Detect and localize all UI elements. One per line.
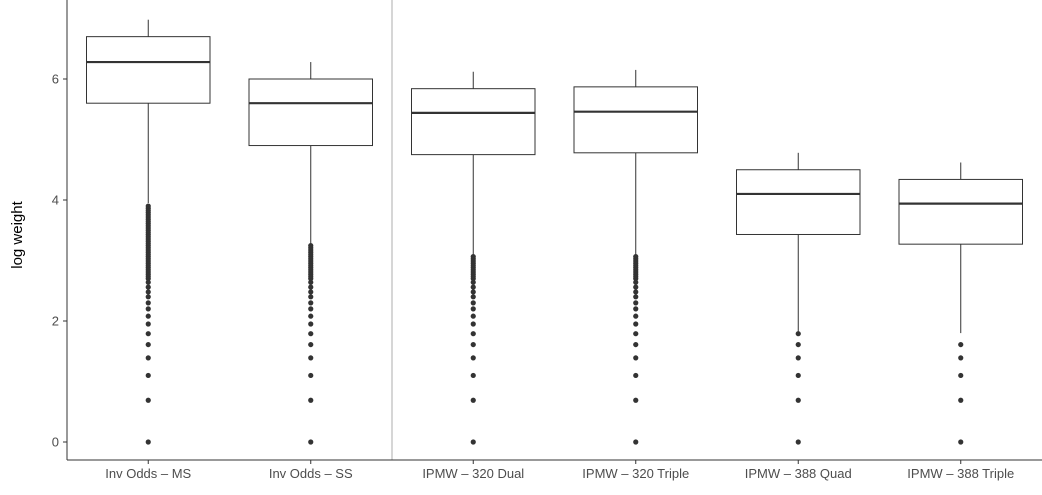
- outlier-point: [308, 355, 314, 361]
- outlier-point: [633, 284, 639, 290]
- outlier-point: [633, 341, 639, 348]
- outlier-point: [795, 397, 801, 403]
- outlier-point: [470, 313, 476, 319]
- outlier-point: [470, 372, 476, 379]
- plot-marks: 0 2 4 6 Inv Odds – MS Inv Odds – SS IPMW – 320…: [52, 0, 1042, 481]
- outlier-point: [308, 439, 314, 445]
- outlier-point: [145, 331, 151, 337]
- x-tick-label: IPMW – 388 Triple: [907, 466, 1014, 481]
- outlier-point: [145, 372, 151, 379]
- outlier-point: [633, 439, 639, 445]
- outlier-point: [633, 321, 639, 327]
- outlier-point: [308, 294, 314, 300]
- outlier-point: [145, 294, 151, 300]
- outlier-point: [145, 341, 151, 348]
- x-tick-label: Inv Odds – SS: [269, 466, 353, 481]
- outlier-point: [633, 331, 639, 337]
- outlier-point: [633, 372, 639, 379]
- outlier-point: [633, 300, 639, 306]
- box-iqr: [736, 169, 861, 235]
- outlier-point: [470, 331, 476, 337]
- box-iqr: [573, 86, 698, 154]
- outlier-point: [145, 321, 151, 327]
- box-iqr: [898, 178, 1023, 245]
- outlier-point: [470, 284, 476, 290]
- outlier-point: [795, 372, 801, 379]
- box-iqr: [248, 78, 373, 147]
- outlier-point: [633, 289, 639, 295]
- x-tick-label: IPMW – 388 Quad: [745, 466, 852, 481]
- outlier-point: [308, 279, 314, 285]
- outlier-point: [145, 300, 151, 306]
- outlier-point: [145, 284, 151, 290]
- outlier-point: [308, 372, 314, 379]
- outlier-point: [145, 289, 151, 295]
- outlier-point: [470, 289, 476, 295]
- outlier-point: [145, 313, 151, 319]
- outlier-point: [795, 439, 801, 445]
- outlier-point: [145, 355, 151, 361]
- x-tick-label: IPMW – 320 Triple: [582, 466, 689, 481]
- outlier-point: [470, 355, 476, 361]
- outlier-point: [308, 243, 314, 249]
- outlier-point: [633, 355, 639, 361]
- outlier-point: [958, 439, 964, 445]
- outlier-point: [308, 331, 314, 337]
- outlier-point: [145, 306, 151, 312]
- outlier-point: [145, 397, 151, 403]
- outlier-point: [795, 341, 801, 348]
- outlier-point: [795, 331, 801, 337]
- outlier-point: [145, 439, 151, 445]
- outlier-point: [470, 306, 476, 312]
- outlier-point: [470, 300, 476, 306]
- y-axis-title: log weight: [9, 200, 26, 268]
- x-tick-label: IPMW – 320 Dual: [422, 466, 524, 481]
- outlier-point: [308, 341, 314, 348]
- y-tick-label: 4: [52, 193, 59, 208]
- outlier-point: [470, 341, 476, 348]
- outlier-point: [633, 254, 639, 260]
- outlier-point: [633, 294, 639, 300]
- y-tick-label: 6: [52, 72, 59, 87]
- outlier-point: [308, 397, 314, 403]
- outlier-point: [958, 372, 964, 379]
- outlier-point: [308, 313, 314, 319]
- outlier-point: [633, 313, 639, 319]
- outlier-point: [958, 355, 964, 361]
- outlier-point: [308, 284, 314, 290]
- outlier-point: [633, 306, 639, 312]
- outlier-point: [145, 279, 151, 285]
- outlier-point: [633, 397, 639, 403]
- outlier-point: [633, 279, 639, 285]
- outlier-point: [470, 439, 476, 445]
- outlier-point: [958, 397, 964, 403]
- outlier-point: [470, 279, 476, 285]
- outlier-point: [470, 321, 476, 327]
- outlier-point: [308, 300, 314, 306]
- outlier-point: [308, 289, 314, 295]
- outlier-point: [795, 355, 801, 361]
- y-tick-label: 0: [52, 435, 59, 450]
- outlier-point: [308, 321, 314, 327]
- outlier-point: [958, 341, 964, 348]
- outlier-point: [470, 397, 476, 403]
- box-iqr: [86, 36, 211, 104]
- outlier-point: [470, 294, 476, 300]
- y-tick-label: 2: [52, 314, 59, 329]
- outlier-point: [308, 306, 314, 312]
- box-iqr: [411, 88, 536, 156]
- outlier-point: [145, 203, 151, 209]
- outlier-point: [470, 254, 476, 260]
- x-tick-label: Inv Odds – MS: [105, 466, 191, 481]
